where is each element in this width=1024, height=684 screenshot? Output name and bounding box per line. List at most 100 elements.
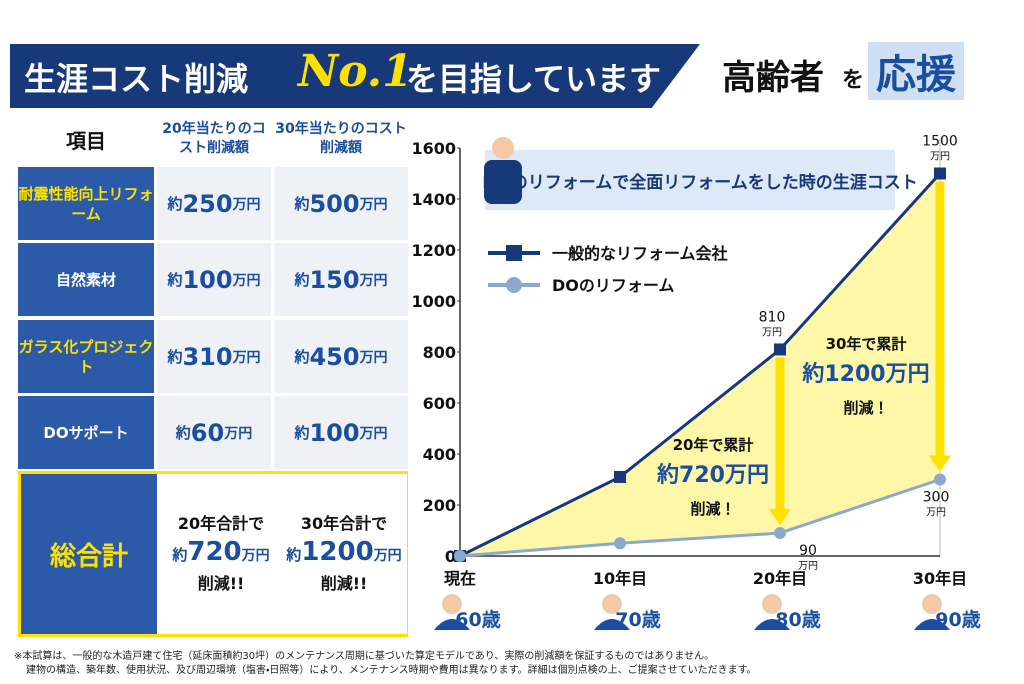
point: [774, 527, 786, 540]
savings-area: [460, 173, 940, 556]
amount-part: 約: [294, 424, 310, 442]
total-row: 総合計 20年合計で 約720万円 削減!! 30年合計で 約1200万円 削減!!: [18, 471, 408, 637]
data-label-unit: 万円: [798, 561, 818, 572]
age-label: 90歳: [935, 609, 980, 631]
total-text: 20年合計で: [177, 514, 265, 533]
amount-part: 約: [294, 271, 310, 289]
face: [602, 594, 622, 614]
y-tick-label: 200: [423, 496, 456, 515]
amount-part: 万円: [224, 425, 253, 442]
y-tick-label: 1600: [411, 139, 456, 158]
amount-part: 約: [167, 195, 183, 213]
total-label: 総合計: [21, 474, 157, 634]
annotation: 約720万円: [656, 462, 769, 488]
arrow-head: [929, 455, 951, 472]
header-row: 項目 20年当たりのコスト削減額 30年当たりのコスト削減額: [15, 113, 411, 165]
table-row: 自然素材約 100 万円約 150 万円: [15, 243, 411, 316]
amount-part: 万円: [359, 272, 388, 289]
annotation: 削減！: [843, 399, 888, 417]
amount-part: 150: [309, 265, 360, 294]
face: [922, 594, 942, 614]
amount-part: 万円: [373, 548, 402, 564]
y-tick-label: 1200: [411, 241, 456, 260]
x-tick-label: 10年目: [593, 569, 647, 588]
legend-label: 一般的なリフォーム会社: [552, 244, 728, 263]
amount-part: 万円: [232, 196, 261, 213]
amount-part: 万円: [232, 349, 261, 366]
amount-part: 万円: [232, 272, 261, 289]
item-cell: DOサポート: [18, 396, 154, 469]
annotation: 約1200万円: [801, 361, 929, 387]
point: [454, 550, 466, 562]
legend-marker: [506, 245, 522, 261]
item-cell: 自然素材: [18, 243, 154, 316]
age-icon: [914, 594, 950, 630]
total-text: 30年合計で: [300, 514, 388, 533]
amount-part: 450: [309, 342, 360, 371]
amount-part: 約: [175, 424, 191, 442]
point: [614, 470, 626, 483]
amount-cell: 約 450 万円: [274, 320, 408, 393]
point: [934, 167, 946, 180]
header-cell: 20年当たりのコスト削減額: [162, 121, 266, 156]
age-label: 70歳: [615, 609, 660, 631]
amount-part: 100: [309, 418, 360, 447]
amount-part: 720: [187, 537, 242, 567]
amount-part: 100: [182, 265, 233, 294]
amount-cell: 約 100 万円: [274, 396, 408, 469]
chart-title: DOのリフォームで全面リフォームをした時の生涯コスト: [482, 172, 918, 193]
amount-part: 60: [190, 418, 225, 447]
face: [442, 594, 462, 614]
header-cell: 項目: [66, 128, 106, 153]
badge-text: 高齢者: [722, 58, 824, 98]
amount-cell: 約 250 万円: [157, 167, 271, 240]
age-icon: [434, 594, 470, 630]
age-label: 60歳: [455, 609, 500, 631]
badge-text: を: [842, 67, 865, 93]
legend-label: DOのリフォーム: [552, 276, 674, 295]
annotation: 削減！: [690, 500, 735, 518]
total-text: 削減!!: [197, 574, 245, 593]
amount-part: 310: [182, 342, 233, 371]
body: [434, 619, 470, 630]
amount-part: 約: [172, 546, 188, 564]
data-label-unit: 万円: [762, 327, 782, 338]
total-cell: 30年合計で約1200万円削減!!: [281, 474, 407, 634]
header-cell: 30年当たりのコスト削減額: [275, 121, 407, 156]
y-tick-label: 800: [423, 343, 456, 362]
item-cell: ガラス化プロジェクト: [18, 320, 154, 393]
point: [774, 343, 786, 356]
amount-part: 約: [167, 271, 183, 289]
total-text: 削減!!: [320, 574, 368, 593]
badge-text: 応援: [868, 42, 964, 100]
amount-part: 万円: [359, 349, 388, 366]
age-icon: [594, 594, 630, 630]
y-tick-label: 400: [423, 445, 456, 464]
amount-part: 約: [294, 195, 310, 213]
body: [914, 619, 950, 630]
table-row: 耐震性能向上リフォーム約 250 万円約 500 万円: [15, 167, 411, 240]
amount-part: 250: [182, 189, 233, 218]
y-tick-label: 600: [423, 394, 456, 413]
amount-part: 約: [286, 546, 302, 564]
title: 生涯コスト削減: [24, 60, 249, 98]
point: [614, 537, 626, 550]
age-icon: [754, 594, 790, 630]
title: を目指しています: [406, 60, 662, 98]
data-label: 810: [759, 309, 786, 325]
total-amount: 約720万円: [172, 538, 269, 570]
total-amount: 約1200万円: [286, 538, 401, 570]
y-tick-label: 1000: [411, 292, 456, 311]
body: [594, 619, 630, 630]
amount-cell: 約 310 万円: [157, 320, 271, 393]
body: [484, 160, 522, 204]
annotation: 30年で累計: [826, 335, 907, 353]
amount-part: 約: [167, 348, 183, 366]
series-line: [459, 172, 942, 558]
legend-marker: [506, 277, 522, 293]
y-tick-label: 1400: [411, 190, 456, 209]
x-tick-label: 30年目: [913, 569, 967, 588]
age-label: 80歳: [775, 609, 820, 631]
